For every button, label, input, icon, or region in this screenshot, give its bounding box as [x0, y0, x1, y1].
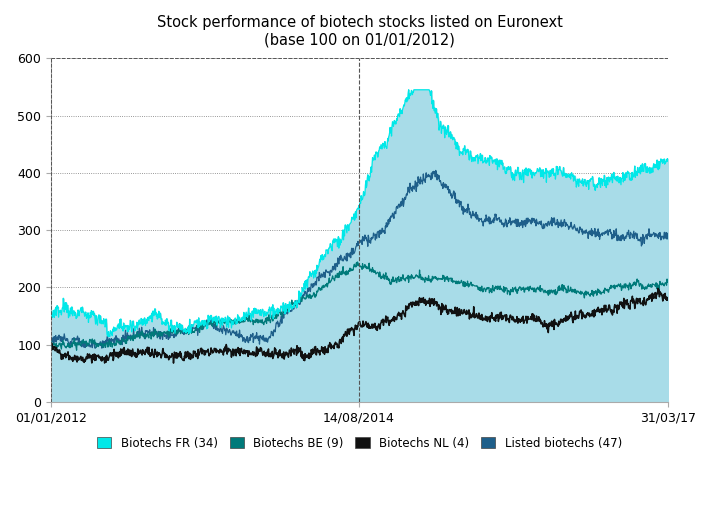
Legend: Biotechs FR (34), Biotechs BE (9), Biotechs NL (4), Listed biotechs (47): Biotechs FR (34), Biotechs BE (9), Biote… — [92, 432, 626, 455]
Title: Stock performance of biotech stocks listed on Euronext
(base 100 on 01/01/2012): Stock performance of biotech stocks list… — [156, 15, 562, 47]
